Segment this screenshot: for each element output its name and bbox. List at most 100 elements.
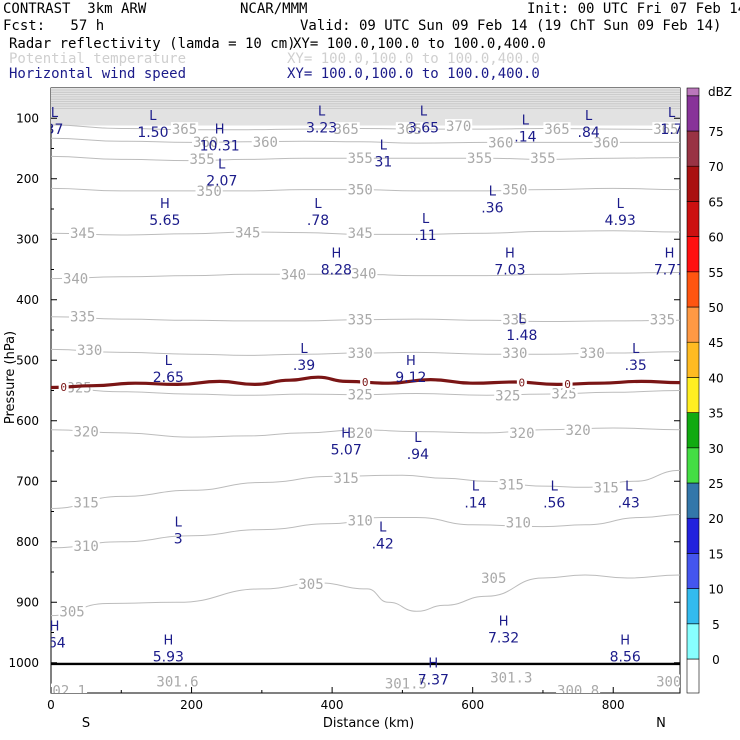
extremum-value: .94 bbox=[407, 447, 429, 463]
theta-contour-310 bbox=[51, 514, 680, 549]
extremum-value: 10.31 bbox=[200, 138, 240, 154]
freezing-level-label: 0 bbox=[60, 381, 67, 394]
extremum-letter: L bbox=[625, 479, 633, 494]
extremum-value: 7.32 bbox=[488, 630, 519, 646]
theta-label: 305 bbox=[59, 604, 84, 620]
upper-contour-line bbox=[51, 98, 680, 100]
extremum-letter: L bbox=[522, 113, 530, 128]
theta-label: 320 bbox=[348, 426, 373, 442]
wind-extremum-high: H5.65 bbox=[149, 197, 180, 229]
theta-label: 302.1 bbox=[44, 684, 86, 700]
colorbar-level-label: 5 bbox=[712, 618, 720, 632]
theta-label: 325 bbox=[66, 380, 91, 396]
theta-label-bg bbox=[445, 119, 473, 133]
extremum-letter: L bbox=[314, 197, 322, 212]
org-title: NCAR/MMM bbox=[240, 1, 308, 17]
y-tick-label: 200 bbox=[16, 172, 39, 186]
theta-label-bg bbox=[251, 134, 279, 148]
theta-label: 301.5 bbox=[385, 676, 427, 692]
theta-label-bg bbox=[501, 182, 529, 196]
extremum-letter: H bbox=[331, 246, 341, 261]
wind-extremum-low: L31 bbox=[375, 139, 393, 171]
valid-time: Valid: 09 UTC Sun 09 Feb 14 (19 ChT Sun … bbox=[300, 18, 722, 34]
theta-label: 310 bbox=[348, 514, 373, 530]
extremum-value: 8.56 bbox=[610, 650, 641, 666]
theta-label-bg bbox=[192, 134, 220, 148]
x-tick-label: 0 bbox=[47, 698, 55, 712]
wind-extremum-low: L1.7 bbox=[660, 106, 682, 138]
theta-label: 335 bbox=[348, 313, 373, 329]
x-tick-label: 600 bbox=[461, 698, 484, 712]
extremum-letter: L bbox=[585, 109, 593, 124]
wind-extremum-high: H7.37 bbox=[418, 657, 449, 689]
y-tick-label: 100 bbox=[16, 111, 39, 125]
theta-label: 330 bbox=[348, 346, 373, 362]
extremum-letter: H bbox=[665, 246, 675, 261]
extremum-value: 5.07 bbox=[331, 443, 362, 459]
theta-label-bg bbox=[61, 271, 90, 285]
wind-extremum-high: H8.28 bbox=[321, 246, 352, 278]
extremum-letter: H bbox=[499, 614, 509, 629]
theta-label: 305 bbox=[298, 577, 323, 593]
theta-label-bg bbox=[346, 151, 374, 165]
theta-label-bg bbox=[58, 604, 86, 618]
colorbar-segment bbox=[686, 377, 700, 413]
wind-extremum-high: H5.07 bbox=[331, 427, 362, 459]
theta-label: 310 bbox=[506, 515, 531, 531]
theta-label-bg bbox=[592, 480, 620, 494]
extremum-value: 7.03 bbox=[494, 262, 525, 278]
wind-extremum-low: L.14 bbox=[514, 113, 536, 145]
wind-extremum-low: L2.07 bbox=[206, 157, 237, 189]
theta-contour-305 bbox=[51, 574, 680, 617]
colorbar-level-label: 45 bbox=[708, 336, 723, 350]
theta-label-bg bbox=[383, 676, 428, 690]
theta-label-bg bbox=[69, 226, 97, 240]
north-end-label: N bbox=[656, 716, 666, 731]
extremum-letter: L bbox=[632, 342, 640, 357]
theta-label-bg bbox=[346, 425, 374, 439]
theta-label: 330 bbox=[502, 346, 527, 362]
colorbar-segment bbox=[686, 341, 700, 378]
theta-label-bg bbox=[346, 312, 374, 326]
theta-label-bg bbox=[170, 122, 199, 136]
theta-label: 350 bbox=[348, 183, 373, 199]
extremum-letter: H bbox=[215, 122, 225, 137]
theta-label: 340 bbox=[63, 272, 88, 288]
init-time: Init: 00 UTC Fri 07 Feb 14 bbox=[527, 1, 740, 17]
theta-label: 350 bbox=[196, 184, 221, 200]
theta-contour-365 bbox=[51, 124, 680, 131]
extremum-letter: L bbox=[165, 354, 173, 369]
x-tick-label: 800 bbox=[602, 698, 625, 712]
extremum-value: 9.12 bbox=[395, 370, 426, 386]
extremum-value: 5.65 bbox=[149, 213, 180, 229]
upper-contour-line bbox=[51, 103, 680, 105]
colorbar-level-label: 40 bbox=[708, 371, 723, 385]
y-axis-label: Pressure (hPa) bbox=[3, 331, 18, 424]
theta-label-bg bbox=[69, 309, 97, 323]
x-axis-label: Distance (km) bbox=[323, 716, 414, 731]
extremum-letter: L bbox=[472, 479, 480, 494]
extremum-letter: L bbox=[422, 212, 430, 227]
theta-label: 335 bbox=[70, 310, 95, 326]
extremum-value: 1.50 bbox=[137, 125, 168, 141]
extremum-letter: L bbox=[551, 479, 559, 494]
extremum-letter: L bbox=[300, 342, 308, 357]
theta-label: 365 bbox=[334, 122, 359, 138]
theta-label: 365 bbox=[653, 122, 678, 138]
theta-label-bg bbox=[72, 538, 100, 552]
y-tick-label: 700 bbox=[16, 474, 39, 488]
extremum-letter: L bbox=[175, 516, 183, 531]
extremum-letter: L bbox=[668, 106, 676, 121]
extremum-value: 1.7 bbox=[660, 122, 682, 138]
colorbar-segment bbox=[686, 447, 700, 484]
theta-label: 340 bbox=[281, 267, 306, 283]
theta-label: 355 bbox=[530, 151, 555, 167]
colorbar-level-label: 25 bbox=[708, 477, 723, 491]
wind-extremum-high: H9.12 bbox=[395, 354, 426, 386]
colorbar-segment bbox=[686, 201, 700, 237]
extremum-value: .42 bbox=[372, 536, 394, 552]
colorbar-level-label: 20 bbox=[708, 512, 723, 526]
x-tick-label: 400 bbox=[321, 698, 344, 712]
theta-label: 345 bbox=[348, 226, 373, 242]
